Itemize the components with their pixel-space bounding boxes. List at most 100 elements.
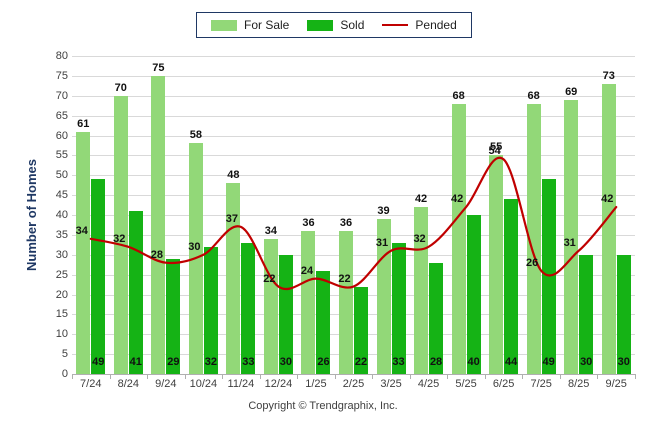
sold-value-label: 49: [92, 356, 105, 368]
pended-value-label: 37: [225, 212, 239, 225]
bar-sold[interactable]: [579, 254, 594, 374]
legend-item-label: Sold: [340, 18, 365, 32]
sold-value-label: 40: [467, 356, 480, 368]
bar-for-sale[interactable]: [564, 99, 579, 374]
pended-value-label: 30: [188, 240, 201, 253]
sold-value-label: 22: [354, 356, 368, 368]
pended-value-label: 42: [601, 193, 614, 206]
for-sale-value-label: 39: [377, 204, 390, 217]
for-sale-value-label: 55: [490, 141, 503, 154]
sold-value-label: 26: [317, 356, 330, 368]
bar-for-sale[interactable]: [301, 230, 316, 374]
pended-value-label: 54: [488, 145, 501, 158]
bar-for-sale[interactable]: [376, 218, 391, 374]
pended-value-label: 28: [150, 248, 163, 261]
bar-sold[interactable]: [504, 199, 519, 374]
bar-sold[interactable]: [91, 179, 106, 374]
x-tick-label: 7/24: [80, 378, 102, 390]
x-tick-label: 9/25: [605, 378, 627, 390]
pended-value-label: 32: [113, 232, 126, 245]
y-tick-label: 15: [55, 308, 68, 321]
x-tick-label: 9/24: [155, 378, 177, 390]
legend-color-swatch: [211, 19, 237, 31]
gridline: [72, 56, 635, 57]
bar-sold[interactable]: [354, 286, 368, 374]
bar-for-sale[interactable]: [601, 83, 616, 374]
gridline: [72, 274, 635, 276]
x-tick-label: 12/24: [264, 378, 293, 390]
bar-for-sale[interactable]: [76, 131, 91, 374]
y-tick-label: 45: [55, 189, 68, 202]
bar-sold[interactable]: [316, 270, 331, 374]
y-tick-label: 55: [55, 149, 68, 162]
y-tick-label: 75: [55, 69, 68, 82]
pended-line-series: [89, 156, 618, 291]
bar-for-sale[interactable]: [451, 103, 466, 374]
for-sale-value-label: 42: [414, 193, 428, 206]
x-tick-mark: [447, 374, 449, 379]
bar-sold[interactable]: [541, 179, 556, 374]
gridline: [72, 95, 635, 97]
for-sale-value-label: 69: [565, 85, 578, 98]
for-sale-value-label: 34: [264, 224, 278, 237]
bar-sold[interactable]: [429, 262, 444, 374]
legend-pended[interactable]: Pended: [382, 18, 457, 32]
gridline: [72, 354, 635, 356]
bar-sold[interactable]: [166, 258, 181, 374]
x-tick-mark: [147, 374, 149, 379]
for-sale-value-label: 48: [227, 169, 240, 182]
bar-sold[interactable]: [391, 242, 406, 374]
gridline: [72, 254, 635, 256]
x-tick-label: 10/24: [189, 378, 218, 390]
x-tick-mark: [372, 374, 374, 379]
pended-value-label: 42: [450, 193, 464, 206]
legend-for-sale[interactable]: For Sale: [211, 18, 289, 32]
gridline: [72, 215, 635, 216]
x-tick-label: 6/25: [492, 378, 515, 390]
bar-sold[interactable]: [466, 215, 481, 374]
bar-for-sale[interactable]: [526, 103, 541, 374]
bar-for-sale[interactable]: [489, 155, 504, 374]
bar-for-sale[interactable]: [113, 95, 128, 374]
x-tick-mark: [409, 374, 411, 379]
gridline: [72, 314, 635, 316]
bar-for-sale[interactable]: [151, 75, 166, 374]
gridline: [72, 195, 635, 197]
bar-sold[interactable]: [241, 242, 256, 374]
y-tick-label: 40: [55, 209, 68, 221]
sold-value-label: 30: [580, 356, 593, 368]
bar-for-sale[interactable]: [226, 183, 241, 374]
for-sale-value-label: 58: [189, 129, 202, 142]
x-tick-mark: [72, 374, 73, 379]
for-sale-value-label: 70: [114, 81, 127, 94]
for-sale-value-label: 68: [452, 89, 465, 102]
legend-sold[interactable]: Sold: [307, 18, 364, 32]
x-tick-label: 8/24: [117, 378, 140, 390]
bar-sold[interactable]: [616, 254, 631, 374]
bar-sold[interactable]: [278, 254, 293, 374]
gridline: [72, 115, 635, 117]
for-sale-value-label: 36: [339, 216, 353, 229]
pended-value-label: 24: [300, 264, 314, 277]
x-tick-mark: [109, 374, 111, 379]
for-sale-value-label: 75: [152, 61, 165, 74]
bar-sold[interactable]: [203, 246, 218, 374]
gridline: [72, 75, 635, 77]
x-tick-label: 5/25: [455, 378, 477, 390]
y-tick-label: 60: [55, 129, 68, 142]
legend-item-label: For Sale: [244, 18, 290, 32]
x-tick-mark: [635, 374, 636, 379]
pended-value-label: 34: [75, 224, 88, 237]
x-tick-mark: [222, 374, 224, 379]
sold-value-label: 33: [392, 356, 405, 368]
y-tick-label: 0: [61, 368, 68, 380]
bar-for-sale[interactable]: [339, 230, 353, 374]
sold-value-label: 30: [617, 356, 630, 368]
x-tick-label: 1/25: [305, 378, 327, 390]
y-axis-title: Number of Homes: [24, 159, 39, 271]
x-tick-mark: [559, 374, 561, 379]
y-tick-label: 35: [55, 228, 68, 241]
for-sale-value-label: 73: [602, 69, 615, 82]
chart-legend: For Sale Sold Pended: [196, 12, 472, 38]
